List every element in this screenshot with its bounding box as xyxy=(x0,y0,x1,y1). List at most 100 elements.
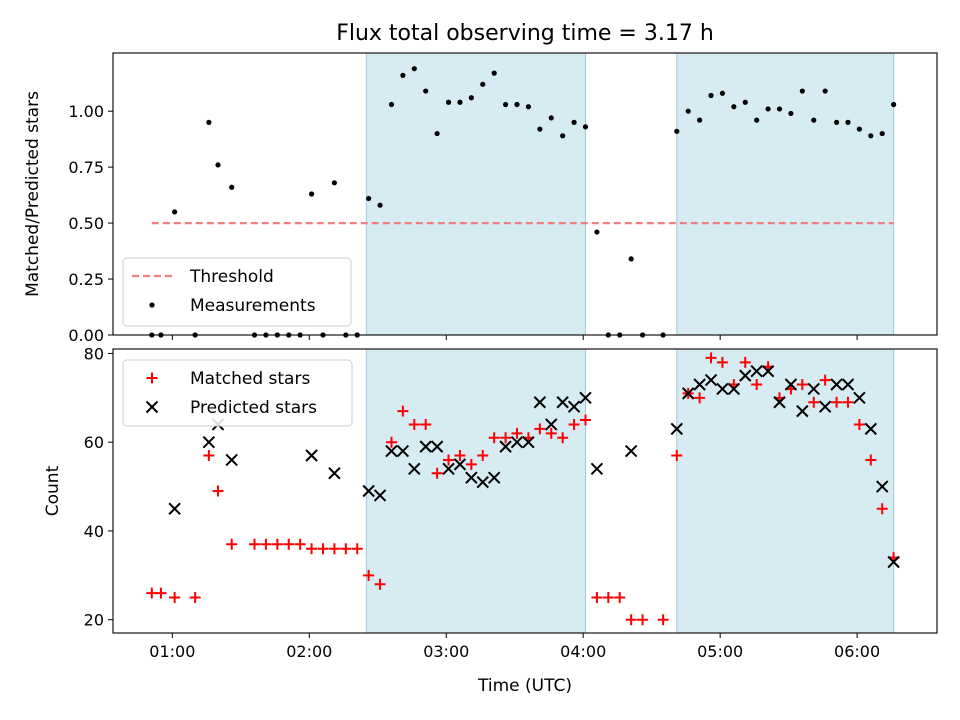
legend-measurements-swatch xyxy=(149,302,155,308)
measurement-point xyxy=(571,119,577,125)
matched-star-point xyxy=(694,392,706,404)
legend-x-marker xyxy=(145,400,159,414)
x-axis-label: Time (UTC) xyxy=(477,676,572,696)
matched-star-point xyxy=(625,614,637,626)
predicted-star-point xyxy=(545,418,558,431)
observing-window-band xyxy=(676,348,895,634)
measurement-point xyxy=(776,106,783,112)
measurement-point xyxy=(708,92,714,99)
matched-star-point xyxy=(557,432,569,444)
measurement-point xyxy=(822,88,828,94)
x-tick-label: 04:00 xyxy=(560,642,606,661)
ratio-panel: 0.00 0.25 0.50 0.75 1.00 Flux total observin… xyxy=(23,21,938,345)
ratio-y-axis-label: Matched/Predicted stars xyxy=(23,91,43,297)
matched-star-point xyxy=(351,543,363,555)
measurement-point xyxy=(331,180,338,186)
matched-star-point xyxy=(511,427,523,439)
measurement-point xyxy=(765,106,771,112)
measurement-point xyxy=(366,195,372,202)
measurement-point xyxy=(548,115,554,121)
x-tick-label: 06:00 xyxy=(834,642,880,661)
x-tick-label: 05:00 xyxy=(697,642,743,661)
y-tick-label: 1.00 xyxy=(68,102,104,121)
matched-star-point xyxy=(671,450,683,461)
measurement-point xyxy=(308,191,315,197)
matched-star-point xyxy=(283,538,295,550)
measurement-point xyxy=(172,209,178,215)
legend-threshold-label: Threshold xyxy=(189,267,274,287)
measurement-point xyxy=(423,88,429,94)
matched-star-point xyxy=(306,543,318,555)
measurement-point xyxy=(799,88,805,94)
count-axis-ticks: 20 40 60 80 01:00 02:00 03:00 04:00 05:00 06:00 xyxy=(84,344,881,661)
matched-star-point xyxy=(169,592,181,603)
measurement-point xyxy=(845,119,851,125)
measurement-point xyxy=(582,124,589,130)
matched-star-point xyxy=(716,356,728,368)
matched-star-point xyxy=(189,592,201,603)
legend-matched-label: Matched stars xyxy=(190,369,310,389)
measurement-point xyxy=(468,95,474,101)
predicted-star-point xyxy=(693,378,706,391)
predicted-star-point xyxy=(453,458,467,471)
measurement-point xyxy=(445,99,452,105)
measurement-point xyxy=(560,133,566,139)
predicted-star-point xyxy=(761,364,775,378)
matched-star-point xyxy=(876,503,888,515)
matched-star-point xyxy=(705,352,717,364)
y-tick-label: 40 xyxy=(84,522,104,541)
measurement-point xyxy=(731,104,737,110)
ratio-axis-ticks: 0.00 0.25 0.50 0.75 1.00 xyxy=(68,102,858,345)
matched-star-point xyxy=(431,467,443,479)
measurement-point xyxy=(457,99,463,105)
measurement-point xyxy=(491,70,497,76)
measurement-point xyxy=(206,119,212,125)
predicted-star-point xyxy=(876,480,889,493)
matched-star-point xyxy=(500,432,512,444)
predicted-star-point xyxy=(681,387,695,400)
measurement-point xyxy=(411,66,417,72)
matched-star-point xyxy=(808,396,820,408)
predicted-star-point xyxy=(773,396,786,409)
legend-predicted-swatch xyxy=(145,400,159,414)
matched-star-point xyxy=(260,538,272,550)
predicted-star-point xyxy=(556,396,569,409)
measurement-point xyxy=(400,72,406,78)
measurement-point xyxy=(833,119,840,125)
observing-windows xyxy=(365,52,895,336)
measurement-point xyxy=(754,117,760,123)
matched-star-point xyxy=(751,379,763,390)
matched-star-point xyxy=(249,538,261,550)
matched-star-point xyxy=(488,432,500,444)
matched-star-point xyxy=(420,418,432,430)
matched-star-point xyxy=(203,450,215,461)
matched-star-point xyxy=(545,427,557,439)
observing-windows xyxy=(365,348,895,634)
y-tick-label: 0.25 xyxy=(68,270,104,289)
measurement-point xyxy=(719,90,726,96)
predicted-star-point xyxy=(853,391,866,405)
measurement-point xyxy=(879,130,885,137)
matched-star-point xyxy=(477,450,489,461)
matched-star-point xyxy=(831,396,843,408)
matched-star-point xyxy=(294,538,306,550)
measurement-point xyxy=(856,126,862,132)
matched-star-point xyxy=(385,436,397,448)
measurement-point xyxy=(480,81,486,87)
count-plot-area xyxy=(146,352,900,626)
predicted-star-point xyxy=(841,378,855,391)
matched-star-point xyxy=(465,458,477,470)
predicted-star-point xyxy=(716,382,729,396)
predicted-star-point xyxy=(727,382,741,396)
y-tick-label: 0.00 xyxy=(68,326,104,345)
measurement-point xyxy=(685,108,691,114)
predicted-star-point xyxy=(487,471,501,484)
matched-star-point xyxy=(534,423,546,435)
matched-star-point xyxy=(865,454,877,466)
measurement-point xyxy=(537,126,543,132)
predicted-star-point xyxy=(579,391,592,405)
predicted-star-point xyxy=(385,444,398,458)
matched-star-point xyxy=(363,569,375,581)
matched-star-point xyxy=(408,418,420,430)
ratio-legend-box xyxy=(122,257,352,327)
